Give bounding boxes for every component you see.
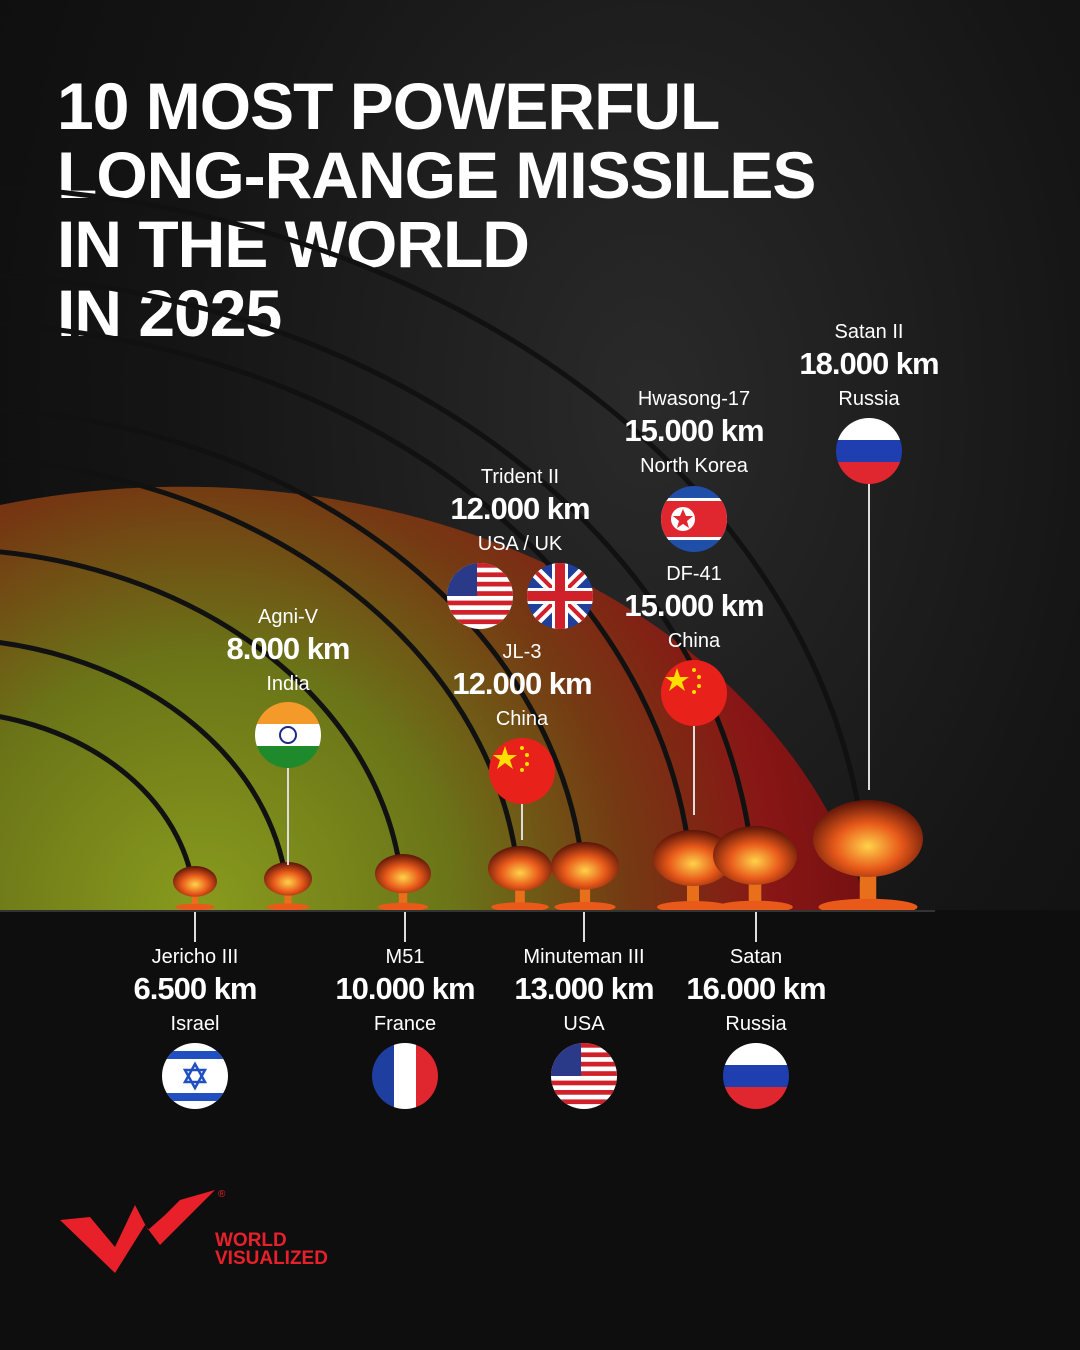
missile-range: 12.000 km [452, 666, 592, 701]
missile-label: Jericho III 6.500 km Israel [133, 945, 258, 1039]
missile-name: Minuteman III [523, 946, 645, 968]
missile-range: 8.000 km [226, 631, 351, 666]
missile-name: Agni-V [257, 606, 319, 628]
missile-country: France [373, 1013, 437, 1035]
mushroom-cloud-icon [551, 842, 619, 913]
missile-range: 18.000 km [799, 346, 939, 381]
flag-china-icon [661, 660, 727, 726]
missile-name: JL-3 [502, 641, 542, 663]
outer-range-area [0, 486, 868, 910]
missile-country: Russia [725, 1013, 787, 1035]
title-line: IN THE WORLD [57, 207, 530, 281]
title-line: LONG-RANGE MISSILES [57, 138, 816, 212]
missile-label: M51 10.000 km France [335, 945, 475, 1039]
missile-name: Jericho III [151, 946, 239, 968]
flag-uk-icon [527, 563, 593, 629]
flag-north-korea-icon [661, 486, 727, 552]
range-arc [0, 273, 758, 911]
connector-line [194, 912, 196, 942]
missile-country: China [495, 708, 549, 730]
flag-india-icon [255, 702, 321, 768]
range-arc [0, 457, 523, 911]
missile-range: 15.000 km [624, 413, 764, 448]
mushroom-cloud-icon [264, 862, 312, 911]
brand-name: WORLD VISUALIZED [215, 1230, 328, 1269]
missile-country: Russia [838, 388, 900, 410]
connector-line [693, 726, 695, 815]
missile-label: JL-3 12.000 km China [452, 640, 592, 734]
missile-country: North Korea [640, 455, 748, 477]
brand-line: WORLD [215, 1230, 287, 1251]
missile-country: China [667, 630, 721, 652]
connector-line [583, 912, 585, 942]
flag-france-icon [372, 1043, 438, 1109]
range-arc [0, 714, 198, 911]
missile-name: M51 [385, 946, 425, 968]
missile-name: Satan [729, 946, 783, 968]
registered-mark: ® [218, 1189, 226, 1200]
flag-russia-icon [836, 418, 902, 484]
missile-label: Agni-V 8.000 km India [226, 605, 351, 699]
missile-country: India [266, 673, 310, 695]
missile-range: 13.000 km [514, 971, 654, 1006]
flag-russia-icon [723, 1043, 789, 1109]
range-arc [0, 322, 696, 911]
range-arc [0, 185, 871, 911]
title-line: 10 MOST POWERFUL [57, 69, 720, 143]
mushroom-cloud-icon [488, 846, 552, 912]
missile-label: Hwasong-17 15.000 km North Korea [624, 387, 764, 481]
range-arc [0, 640, 291, 911]
missile-name: Hwasong-17 [637, 388, 751, 410]
flag-israel-icon [162, 1043, 228, 1109]
connector-line [287, 768, 289, 865]
flag-usa-icon [447, 563, 513, 629]
page-title: 10 MOST POWERFUL LONG-RANGE MISSILES IN … [57, 69, 816, 348]
mushroom-cloud-icon [173, 866, 217, 911]
missile-range: 16.000 km [686, 971, 826, 1006]
missile-label: Satan 16.000 km Russia [686, 945, 826, 1039]
range-arc [0, 406, 588, 911]
missile-country: Israel [170, 1013, 220, 1035]
missile-range: 15.000 km [624, 588, 764, 623]
missile-name: DF-41 [666, 563, 722, 585]
missile-range: 12.000 km [450, 491, 590, 526]
brand-line: VISUALIZED [215, 1248, 328, 1269]
world-visualized-logo: ® [60, 1189, 226, 1273]
mushroom-cloud-icon [375, 854, 431, 912]
connector-line [755, 912, 757, 942]
missile-label: Trident II 12.000 km USA / UK [450, 465, 590, 559]
missile-country: USA [563, 1013, 605, 1035]
missile-name: Trident II [480, 466, 560, 488]
range-arc [0, 549, 406, 911]
missile-country: USA / UK [477, 533, 563, 555]
missile-label: DF-41 15.000 km China [624, 562, 764, 656]
missile-range: 6.500 km [133, 971, 258, 1006]
connector-line [404, 912, 406, 942]
connector-line [868, 484, 870, 790]
connector-line [521, 804, 523, 840]
missile-name: Satan II [834, 321, 904, 343]
flag-china-icon [489, 738, 555, 804]
flag-usa-icon [551, 1043, 617, 1109]
missile-label: Minuteman III 13.000 km USA [514, 945, 654, 1039]
missile-range: 10.000 km [335, 971, 475, 1006]
missile-label: Satan II 18.000 km Russia [799, 320, 939, 414]
